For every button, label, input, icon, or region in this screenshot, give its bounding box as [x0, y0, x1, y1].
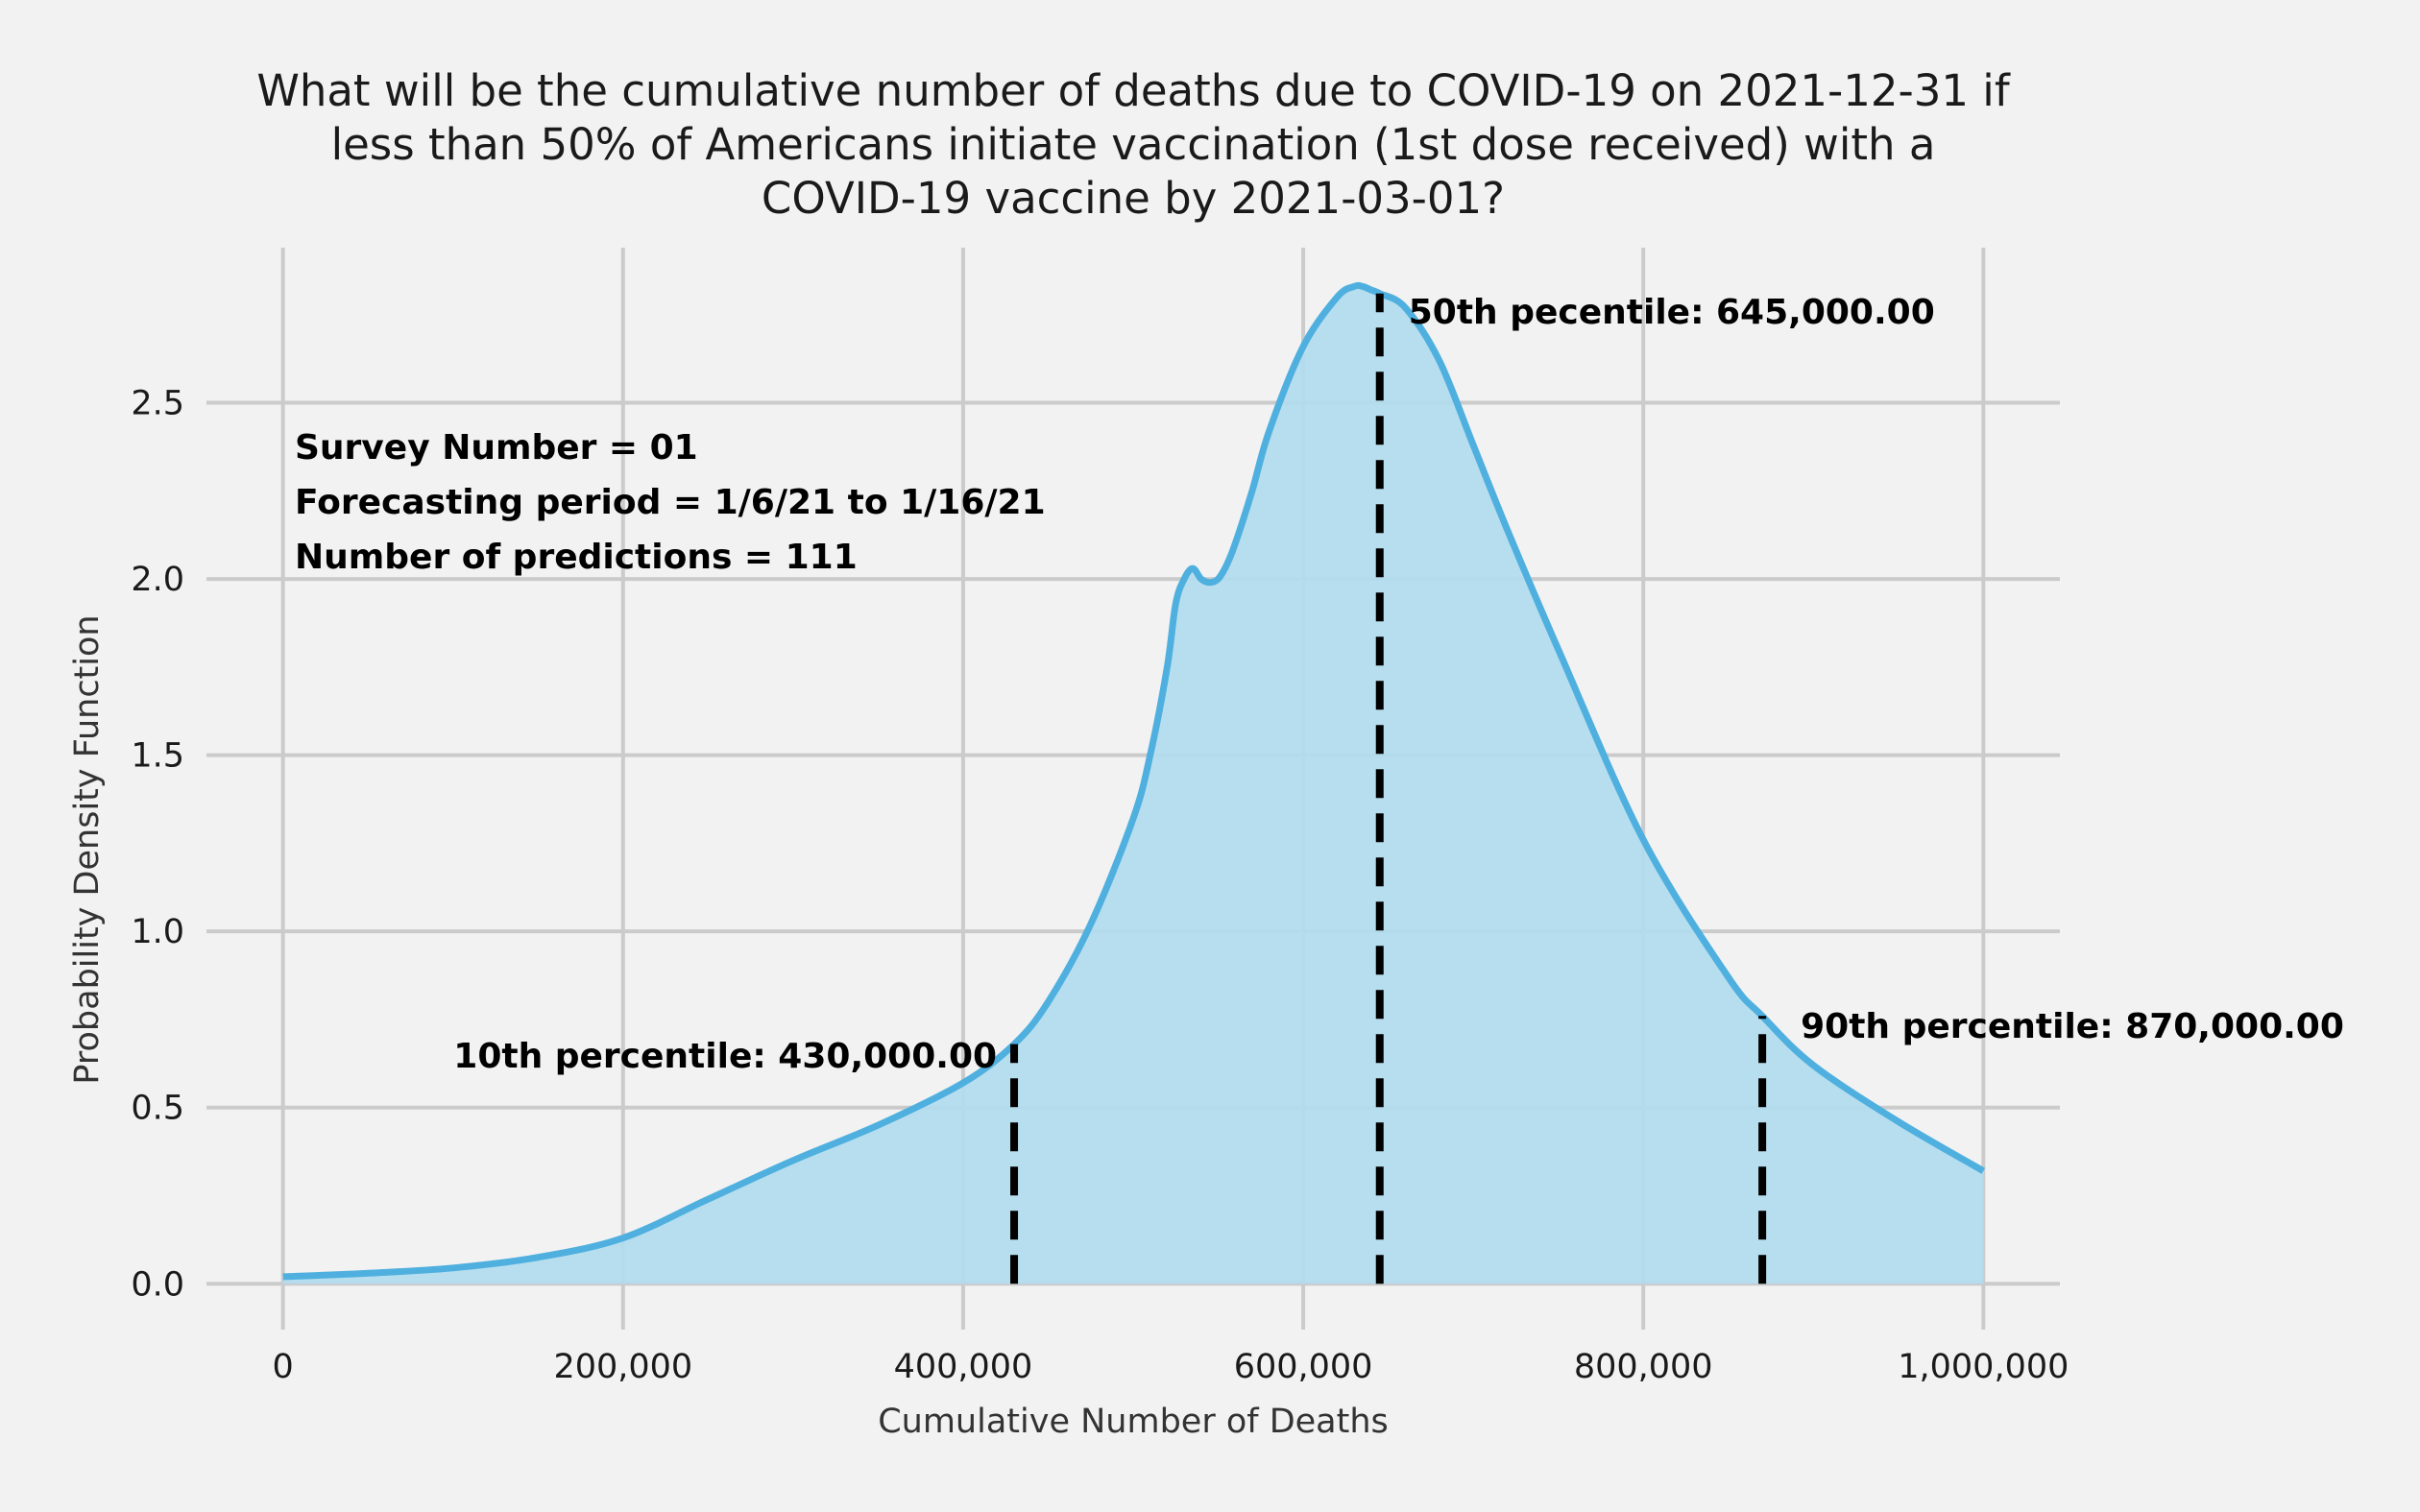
x-tick-label: 600,000 [1234, 1348, 1373, 1386]
y-tick-label: 1.0 [131, 913, 184, 951]
y-tick-label: 0.5 [131, 1090, 184, 1128]
percentile-labels: 10th percentile: 430,000.00 50th pecentil… [453, 293, 2344, 1076]
info-line-survey: Survey Number = 01 [295, 428, 698, 468]
info-line-predictions: Number of predictions = 111 [295, 538, 858, 577]
density-area [282, 285, 1984, 1284]
percentile-label: 10th percentile: 430,000.00 [453, 1037, 997, 1076]
density-curve [282, 281, 1986, 1281]
x-tick-labels: 0 200,000 400,000 600,000 800,000 1,000,000 [273, 1348, 2069, 1386]
y-tick-label: 0.0 [131, 1265, 184, 1304]
x-axis-label: Cumulative Number of Deaths [878, 1403, 1389, 1441]
chart-title-line-2: less than 50% of Americans initiate vacc… [331, 119, 1936, 170]
y-tick-label: 1.5 [131, 737, 184, 776]
chart-title-line-1: What will be the cumulative number of de… [256, 65, 2010, 116]
percentile-label: 90th percentile: 870,000.00 [1801, 1007, 2344, 1046]
percentile-markers [1010, 293, 1767, 1284]
x-tick-label: 800,000 [1574, 1348, 1713, 1386]
y-tick-labels: 0.0 0.5 1.0 1.5 2.0 2.5 [131, 385, 184, 1305]
y-axis-label: Probability Density Function [68, 614, 107, 1084]
x-tick-label: 1,000,000 [1898, 1348, 2069, 1386]
info-line-period: Forecasting period = 1/6/21 to 1/16/21 [295, 483, 1046, 522]
y-tick-label: 2.5 [131, 385, 184, 423]
x-tick-label: 400,000 [894, 1348, 1033, 1386]
x-tick-label: 200,000 [553, 1348, 692, 1386]
percentile-label: 50th pecentile: 645,000.00 [1409, 293, 1935, 332]
x-tick-label: 0 [273, 1348, 294, 1386]
chart-title-line-3: COVID-19 vaccine by 2021-03-01? [762, 173, 1505, 224]
y-tick-label: 2.0 [131, 561, 184, 599]
